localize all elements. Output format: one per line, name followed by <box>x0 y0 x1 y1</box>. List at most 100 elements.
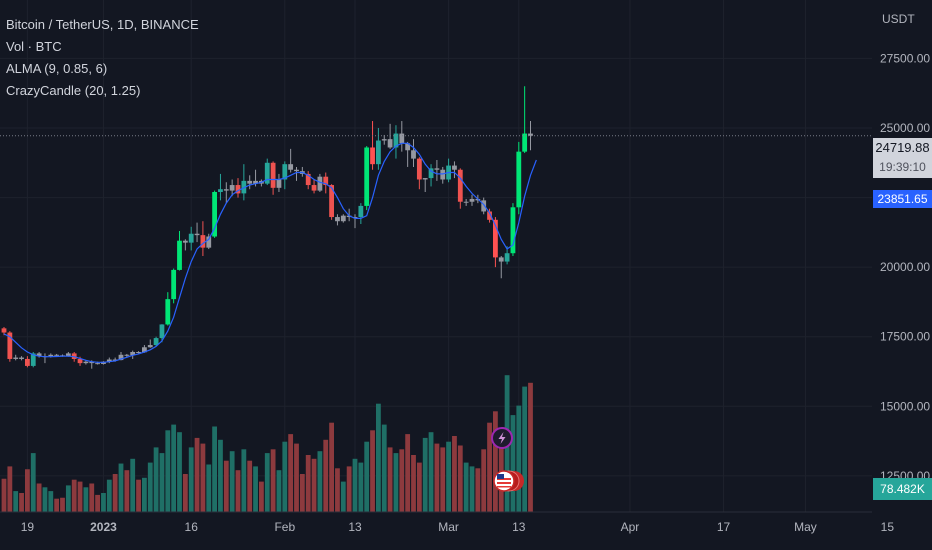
volume-bar <box>340 481 346 512</box>
volume-bar <box>276 470 282 512</box>
candle-body <box>54 354 60 356</box>
candle-body <box>457 169 463 202</box>
candle <box>522 86 528 154</box>
candle <box>416 157 422 190</box>
volume-bar <box>352 458 358 512</box>
candle <box>13 354 19 361</box>
volume-bar <box>522 386 528 512</box>
candle-body <box>270 162 276 188</box>
candle-body <box>25 358 30 366</box>
candle-body <box>288 164 294 170</box>
volume-bar <box>89 483 95 512</box>
volume-bar <box>282 441 288 512</box>
candle <box>282 161 288 190</box>
candle <box>323 172 329 194</box>
volume-bar <box>83 487 89 512</box>
time-tick-label: 16 <box>185 520 199 534</box>
volume-bar <box>112 474 118 512</box>
candle <box>428 164 434 187</box>
candle <box>159 324 165 343</box>
candle-body <box>241 180 247 194</box>
crazycandle-indicator-label[interactable]: CrazyCandle (20, 1.25) <box>6 83 141 98</box>
volume-bar <box>416 462 422 512</box>
volume-bar <box>422 437 428 512</box>
candle <box>19 356 24 361</box>
volume-bar <box>510 415 516 512</box>
candle <box>136 351 141 354</box>
candle <box>147 339 153 348</box>
candle-body <box>510 207 516 254</box>
last-price-value: 24719.88 <box>875 140 930 155</box>
candle <box>270 161 276 195</box>
time-axis-background[interactable] <box>0 512 932 550</box>
candle-body <box>276 179 282 188</box>
candle-body <box>364 147 370 206</box>
volume-indicator-label[interactable]: Vol · BTC <box>6 39 62 54</box>
symbol-title[interactable]: Bitcoin / TetherUS, 1D, BINANCE <box>6 17 199 32</box>
candle-body <box>124 354 130 356</box>
volume-bar <box>329 422 334 512</box>
us-flag-event-icon[interactable] <box>493 470 524 492</box>
candle-body <box>142 347 147 353</box>
volume-bar <box>294 443 299 512</box>
candle <box>305 171 311 190</box>
candle-body <box>218 189 223 192</box>
volume-bar <box>387 447 393 512</box>
candle-body <box>340 215 346 222</box>
candle-body <box>147 345 153 348</box>
volume-bar <box>48 491 54 512</box>
volume-bar <box>136 479 141 512</box>
price-axis-background[interactable] <box>872 0 932 512</box>
volume-bar <box>358 462 364 512</box>
volume-bar <box>481 449 487 512</box>
candle-body <box>48 354 54 357</box>
volume-bar <box>405 434 411 512</box>
volume-bar <box>317 451 323 512</box>
bar-countdown: 19:39:10 <box>879 160 926 174</box>
candle-body <box>112 359 118 361</box>
candle-body <box>516 151 522 208</box>
candle-body <box>247 180 253 184</box>
volume-bar <box>335 468 340 512</box>
candle-body <box>13 357 19 359</box>
volume-bar <box>241 449 247 512</box>
volume-bar <box>106 479 112 512</box>
candle-body <box>452 165 457 170</box>
candle-body <box>323 176 329 186</box>
volume-bar <box>487 422 492 512</box>
candle <box>364 146 370 211</box>
volume-bar <box>305 455 311 512</box>
volume-bar <box>370 430 375 512</box>
lightning-event-icon[interactable] <box>491 427 513 449</box>
candle <box>516 141 522 215</box>
candle-body <box>428 168 434 179</box>
candle-body <box>106 359 112 362</box>
candle-body <box>440 169 446 180</box>
candle <box>387 123 393 149</box>
volume-bar <box>177 432 182 512</box>
candle-body <box>83 361 89 364</box>
candle <box>177 230 182 271</box>
candle <box>411 139 416 167</box>
volume-bar <box>264 453 270 512</box>
volume-bar <box>19 493 24 512</box>
candle-body <box>130 352 136 356</box>
candle-body <box>522 133 528 152</box>
volume-bar <box>188 447 194 512</box>
time-tick-label: 2023 <box>90 520 117 534</box>
candle-body <box>165 299 171 325</box>
candle-body <box>376 140 381 165</box>
candle-body <box>235 185 241 194</box>
volume-bar <box>171 424 177 512</box>
candle <box>510 203 516 256</box>
volume-bar <box>218 439 223 512</box>
volume-bar <box>323 439 329 512</box>
volume-bar <box>60 497 65 512</box>
alma-indicator-label[interactable]: ALMA (9, 0.85, 6) <box>6 61 108 76</box>
candle <box>434 160 440 181</box>
candle-body <box>65 353 71 357</box>
candle <box>311 179 317 194</box>
candle <box>352 214 358 229</box>
candle-body <box>352 217 358 219</box>
